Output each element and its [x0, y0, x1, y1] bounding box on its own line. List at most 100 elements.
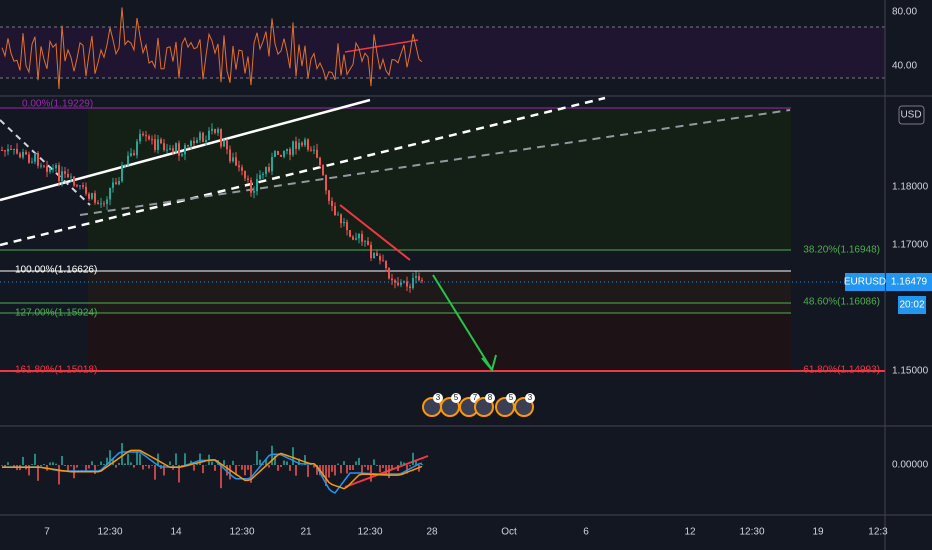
macd-histogram	[364, 465, 366, 467]
macd-histogram	[151, 465, 153, 466]
candle-body	[256, 179, 258, 192]
candle-body	[28, 154, 30, 163]
macd-histogram	[13, 465, 15, 468]
price-label: 1.16479	[891, 277, 928, 288]
candle-body	[82, 185, 84, 187]
macd-histogram	[133, 465, 135, 468]
candle-body	[364, 240, 366, 242]
macd-histogram	[307, 465, 309, 477]
macd-histogram	[295, 465, 297, 476]
macd-histogram	[103, 463, 105, 465]
macd-histogram	[130, 462, 132, 465]
macd-histogram	[253, 464, 255, 465]
candle-body	[346, 221, 348, 231]
event-count: 5	[454, 393, 459, 402]
candle-body	[49, 168, 51, 172]
macd-histogram	[148, 465, 150, 469]
macd-histogram	[199, 453, 201, 465]
candle-body	[271, 157, 273, 172]
macd-histogram	[37, 465, 39, 481]
time-tick-label: 7	[44, 527, 50, 538]
candle-body	[157, 139, 159, 150]
currency-button[interactable]	[898, 105, 925, 125]
macd-histogram	[352, 465, 354, 471]
price-drawing	[1, 7, 423, 494]
currency-label[interactable]: USD	[900, 110, 921, 121]
candle-body	[94, 193, 96, 203]
candle-body	[247, 178, 249, 180]
candle-body	[268, 166, 270, 172]
macd-histogram	[211, 461, 213, 465]
candle-body	[184, 145, 186, 155]
candle-body	[202, 132, 204, 143]
event-count-bubble	[525, 393, 535, 403]
macd-histogram	[277, 465, 279, 471]
candle-body	[226, 140, 228, 150]
macd-histogram	[61, 456, 63, 465]
macd-histogram	[124, 463, 126, 465]
candle-body	[280, 154, 282, 157]
macd-histogram	[340, 465, 342, 474]
candle-body	[241, 167, 243, 171]
time-tick-label: 28	[426, 527, 438, 538]
macd-histogram	[391, 465, 393, 470]
candle-body	[100, 203, 102, 205]
candle-body	[310, 149, 312, 151]
candle-body	[79, 185, 81, 187]
macd-histogram	[304, 455, 306, 465]
macd-histogram	[169, 461, 171, 465]
candle-body	[379, 255, 381, 261]
macd-histogram	[289, 465, 291, 471]
macd-histogram	[100, 461, 102, 465]
candle-body	[301, 142, 303, 146]
macd-histogram	[259, 459, 261, 465]
time-tick-label: 21	[300, 527, 312, 538]
macd-histogram	[331, 465, 333, 472]
macd-histogram	[1, 465, 3, 466]
macd-histogram	[223, 460, 225, 465]
candle-body	[217, 128, 219, 133]
candle-body	[331, 200, 333, 207]
macd-histogram	[346, 465, 348, 474]
macd-histogram	[49, 462, 51, 465]
macd-histogram	[85, 465, 87, 473]
macd-histogram	[52, 462, 54, 465]
candle-body	[130, 153, 132, 156]
trend-line	[79, 109, 791, 216]
event-count-bubble	[485, 393, 495, 403]
candle-body	[244, 170, 246, 179]
macd-histogram	[361, 465, 363, 474]
macd-histogram	[256, 450, 258, 465]
macd-histogram	[265, 459, 267, 465]
candle-body	[172, 148, 174, 152]
macd-histogram	[154, 465, 156, 480]
macd-histogram	[40, 465, 42, 467]
time-tick-label: Oct	[501, 527, 517, 538]
macd-histogram	[250, 465, 252, 483]
candle-body	[343, 221, 345, 224]
candle-body	[355, 238, 357, 240]
candle-body	[400, 282, 402, 286]
candle-body	[166, 149, 168, 151]
candle-body	[64, 171, 66, 174]
candle-body	[307, 139, 309, 150]
rsi-line	[1, 7, 423, 90]
macd-histogram	[421, 463, 423, 465]
macd-histogram	[385, 465, 387, 475]
fib-zone	[88, 271, 791, 313]
time-tick-label: 12:30	[97, 527, 122, 538]
candle-body	[55, 165, 57, 169]
macd-histogram	[286, 461, 288, 465]
price-tick-label: 1.15000	[892, 366, 929, 377]
macd-histogram	[316, 465, 318, 475]
candle-body	[205, 140, 207, 143]
candle-body	[385, 260, 387, 269]
candle-body	[292, 141, 294, 155]
candle-body	[76, 185, 78, 187]
candle-body	[373, 252, 375, 258]
macd-histogram	[214, 465, 216, 471]
fib-label: 61.80%(1.14993)	[803, 365, 880, 376]
macd-histogram	[106, 457, 108, 465]
candle-body	[415, 276, 417, 278]
